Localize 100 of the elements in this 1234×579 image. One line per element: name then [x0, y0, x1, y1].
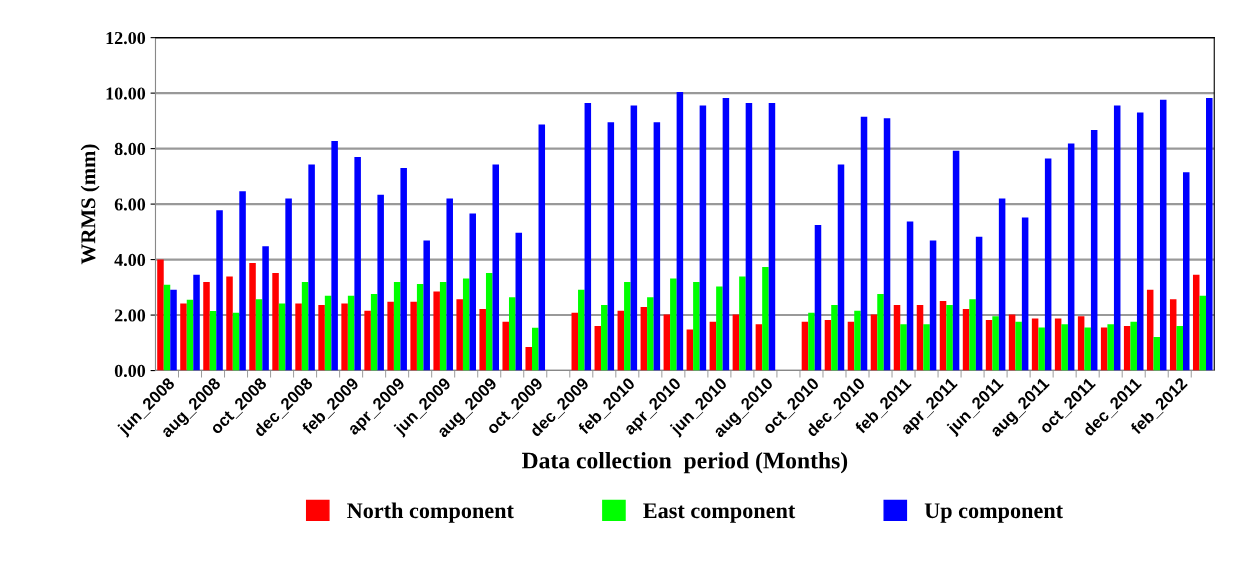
- bar: [347, 295, 355, 371]
- bar: [439, 282, 447, 371]
- bar: [492, 164, 500, 371]
- bar: [180, 303, 187, 371]
- bar: [239, 191, 246, 371]
- bar: [1153, 336, 1160, 371]
- bar: [193, 274, 200, 371]
- bar: [232, 312, 240, 371]
- bar: [209, 310, 217, 371]
- bar: [824, 320, 832, 371]
- bar: [663, 314, 671, 371]
- bar: [929, 240, 937, 371]
- bar: [387, 301, 394, 371]
- bar: [709, 321, 717, 371]
- bar: [1054, 318, 1062, 371]
- bar: [538, 124, 546, 371]
- bar: [883, 118, 891, 371]
- bar: [686, 329, 694, 371]
- bar: [722, 98, 730, 371]
- bar: [341, 303, 348, 371]
- bar: [716, 286, 723, 371]
- bar: [525, 346, 532, 371]
- bar: [998, 198, 1006, 371]
- y-tick-label: 2.00: [114, 309, 146, 322]
- bar: [1169, 299, 1177, 371]
- bar: [157, 259, 164, 371]
- bar: [186, 299, 194, 371]
- bar: [1192, 274, 1200, 371]
- bar: [939, 300, 947, 371]
- bar: [847, 321, 855, 371]
- bar: [1008, 314, 1016, 371]
- bar: [693, 282, 700, 371]
- bar: [1061, 324, 1068, 371]
- y-tick-label: 10.00: [106, 87, 146, 100]
- bar: [969, 299, 976, 371]
- bar: [485, 272, 493, 371]
- bar: [446, 198, 453, 371]
- bar: [617, 310, 625, 371]
- bar: [584, 103, 592, 371]
- bar: [433, 291, 440, 371]
- bar: [416, 284, 424, 371]
- bar: [410, 301, 417, 371]
- bar: [755, 324, 763, 371]
- bar: [479, 308, 486, 371]
- bar: [1100, 327, 1108, 371]
- bar: [952, 150, 960, 371]
- bar: [808, 312, 815, 371]
- bar: [469, 213, 476, 371]
- bar: [502, 321, 509, 371]
- legend-label: North component: [347, 502, 514, 523]
- bar: [515, 232, 523, 371]
- bar: [814, 224, 822, 371]
- y-tick-label: 4.00: [114, 253, 146, 267]
- bar: [308, 164, 315, 371]
- bar: [318, 305, 325, 371]
- bar: [607, 122, 615, 371]
- bar: [837, 164, 845, 371]
- bar: [203, 282, 210, 371]
- y-axis-title: WRMS (mm): [80, 144, 100, 265]
- bar: [331, 141, 338, 371]
- bar: [216, 210, 223, 371]
- bar: [1176, 325, 1183, 371]
- bar: [272, 272, 279, 371]
- bar: [1206, 98, 1213, 371]
- bar: [653, 122, 661, 371]
- bar: [860, 116, 868, 371]
- bar: [962, 308, 970, 371]
- bar: [1084, 327, 1091, 371]
- bar: [262, 246, 269, 371]
- bar: [255, 299, 263, 371]
- bar: [301, 282, 309, 371]
- bar: [732, 314, 740, 371]
- bar: [163, 284, 171, 371]
- bar: [370, 293, 378, 371]
- bar: [854, 310, 861, 371]
- y-tick-label: 6.00: [114, 198, 146, 211]
- bar: [946, 305, 953, 371]
- bar: [170, 289, 177, 371]
- bar: [1067, 143, 1075, 371]
- y-tick-label: 0.00: [114, 364, 146, 378]
- bar: [400, 168, 407, 371]
- bar: [1146, 289, 1154, 371]
- bar: [377, 194, 384, 371]
- bar: [1031, 318, 1039, 371]
- bar: [285, 198, 292, 371]
- bar: [745, 103, 753, 371]
- bar: [877, 293, 884, 371]
- legend-label: Up component: [924, 503, 1063, 523]
- bar: [975, 236, 983, 371]
- bar: [1113, 105, 1121, 371]
- bar: [594, 325, 602, 371]
- bar: [324, 295, 332, 371]
- bar: [768, 103, 776, 371]
- bar: [630, 105, 638, 371]
- bar: [1130, 321, 1137, 371]
- bar: [1038, 327, 1045, 371]
- bar: [992, 316, 999, 371]
- bar: [532, 327, 539, 371]
- bar: [508, 297, 516, 371]
- bar: [906, 221, 914, 371]
